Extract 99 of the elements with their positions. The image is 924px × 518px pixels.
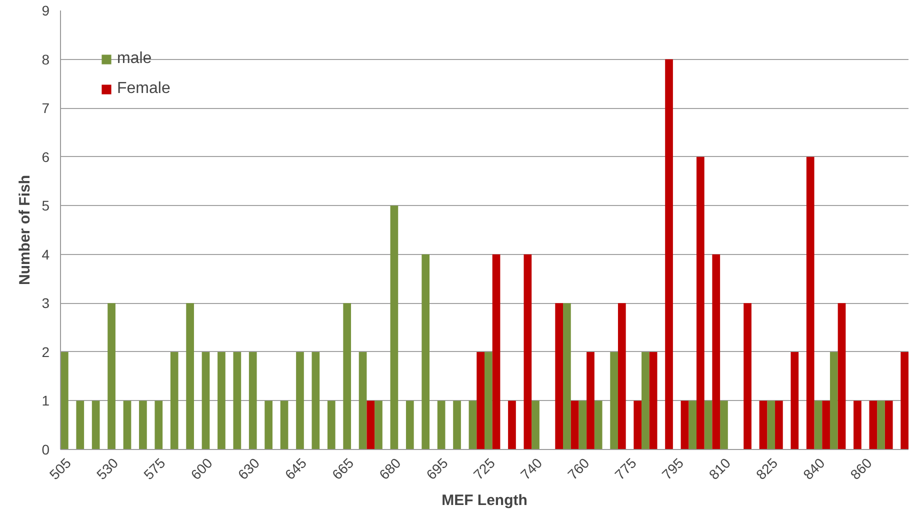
x-axis-title: MEF Length <box>442 492 528 510</box>
bar <box>720 400 728 450</box>
bar <box>264 400 272 450</box>
x-tick-label: 775 <box>612 454 640 483</box>
bar <box>884 400 893 450</box>
y-tick-label: 0 <box>42 442 50 458</box>
bar <box>634 400 642 450</box>
bar <box>618 303 626 450</box>
y-axis-title: Number of Fish <box>16 174 34 285</box>
bar <box>437 400 446 450</box>
bar <box>312 352 320 450</box>
bar <box>696 156 704 450</box>
bar <box>343 303 352 450</box>
bar <box>60 352 68 450</box>
bar <box>280 400 288 450</box>
bar <box>233 352 242 450</box>
bar <box>92 400 100 450</box>
bar <box>406 400 414 450</box>
x-tick-label: 840 <box>800 454 828 483</box>
x-tick-label: 630 <box>234 454 263 483</box>
bar <box>610 352 618 450</box>
bar <box>139 400 147 450</box>
y-tick-label: 3 <box>42 295 50 312</box>
bar <box>704 400 712 450</box>
bar <box>586 352 594 450</box>
bar <box>814 400 822 450</box>
bar <box>775 400 783 450</box>
bar <box>665 59 673 450</box>
y-tick-label: 6 <box>42 148 50 165</box>
bar <box>296 352 304 450</box>
bar <box>744 303 752 450</box>
bar <box>877 400 885 450</box>
bar <box>374 400 382 450</box>
bar <box>108 303 116 450</box>
x-tick-label: 645 <box>282 454 310 483</box>
x-tick-label: 725 <box>470 454 498 483</box>
bar <box>422 254 430 450</box>
bar <box>453 400 461 450</box>
y-tick-label: 9 <box>42 2 50 18</box>
bar <box>790 352 799 450</box>
x-tick-label: 740 <box>517 454 546 483</box>
bar <box>492 254 500 450</box>
bar <box>524 254 532 450</box>
bar <box>900 352 908 450</box>
bar <box>869 400 878 450</box>
bar <box>76 400 84 450</box>
bar <box>830 352 838 450</box>
legend-label: Female <box>117 80 170 98</box>
bar <box>854 400 862 450</box>
bar <box>555 303 564 450</box>
bar <box>712 254 720 450</box>
bar <box>476 352 484 450</box>
bar <box>154 400 163 450</box>
bar <box>123 400 132 450</box>
x-tick-label: 825 <box>752 454 781 483</box>
bar <box>366 400 375 450</box>
x-tick-label: 600 <box>188 454 216 483</box>
bar <box>532 400 540 450</box>
x-tick-label: 795 <box>658 454 687 483</box>
y-tick-label: 4 <box>42 246 50 262</box>
bar <box>570 400 579 450</box>
bar <box>767 400 776 450</box>
bar <box>468 400 477 450</box>
bar <box>680 400 689 450</box>
x-tick-label: 505 <box>46 454 74 483</box>
legend-label: male <box>117 50 152 68</box>
y-tick-label: 1 <box>42 392 50 409</box>
bar <box>248 352 257 450</box>
bar <box>594 400 602 450</box>
bar <box>186 303 194 450</box>
bar <box>806 156 814 450</box>
bar <box>822 400 830 450</box>
x-tick-label: 575 <box>140 454 168 483</box>
y-tick-label: 5 <box>42 198 50 214</box>
bar <box>390 206 398 450</box>
x-tick-label: 760 <box>564 454 592 483</box>
bar <box>170 352 178 450</box>
bar <box>649 352 658 450</box>
bar <box>218 352 226 450</box>
bar <box>484 352 492 450</box>
x-tick-label: 860 <box>847 454 876 483</box>
x-tick-label: 810 <box>706 454 734 483</box>
x-tick-label: 665 <box>328 454 357 483</box>
y-tick-label: 2 <box>42 344 50 360</box>
x-tick-label: 695 <box>423 454 452 483</box>
y-tick-label: 7 <box>42 100 50 116</box>
bar <box>508 400 516 450</box>
bar <box>642 352 650 450</box>
bar <box>578 400 587 450</box>
bar <box>563 303 571 450</box>
bar <box>202 352 210 450</box>
bar <box>759 400 768 450</box>
x-tick-label: 680 <box>376 454 404 483</box>
bar <box>688 400 696 450</box>
bar <box>838 303 846 450</box>
x-tick-label: 530 <box>93 454 122 483</box>
bar <box>327 400 336 450</box>
bar <box>358 352 367 450</box>
y-tick-label: 8 <box>42 51 50 68</box>
